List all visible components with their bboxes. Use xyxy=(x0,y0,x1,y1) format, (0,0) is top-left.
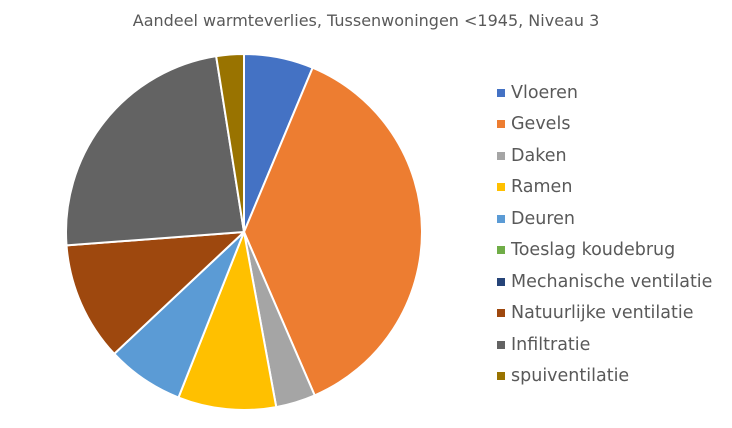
legend-swatch-infiltratie xyxy=(497,340,505,349)
legend-label-mechanische-ventilatie: Mechanische ventilatie xyxy=(511,271,713,292)
legend: Vloeren Gevels Daken Ramen Deuren Toeslag kou… xyxy=(497,77,712,392)
legend-swatch-vloeren xyxy=(497,88,505,97)
legend-swatch-natuurlijke-ventilatie xyxy=(497,309,505,318)
legend-label-infiltratie: Infiltratie xyxy=(511,334,591,355)
legend-item-gevels: Gevels xyxy=(497,109,712,141)
legend-swatch-mechanische-ventilatie xyxy=(497,277,505,286)
legend-swatch-ramen xyxy=(497,183,505,192)
legend-label-vloeren: Vloeren xyxy=(511,82,578,103)
legend-item-daken: Daken xyxy=(497,140,712,172)
legend-item-spuiventilatie: spuiventilatie xyxy=(497,361,712,393)
legend-swatch-deuren xyxy=(497,214,505,223)
legend-swatch-daken xyxy=(497,151,505,160)
legend-swatch-gevels xyxy=(497,120,505,129)
legend-item-ramen: Ramen xyxy=(497,172,712,204)
legend-label-deuren: Deuren xyxy=(511,208,576,229)
legend-label-ramen: Ramen xyxy=(511,177,573,198)
legend-item-deuren: Deuren xyxy=(497,203,712,235)
legend-label-gevels: Gevels xyxy=(511,114,571,135)
legend-item-toeslag-koudebrug: Toeslag koudebrug xyxy=(497,235,712,267)
legend-swatch-toeslag-koudebrug xyxy=(497,246,505,255)
pie-slice-gevels xyxy=(243,66,423,397)
pie-slice-infiltratie xyxy=(65,55,245,247)
legend-item-vloeren: Vloeren xyxy=(497,77,712,109)
pie-slice-natuurlijke-ventilatie xyxy=(65,231,245,355)
legend-label-toeslag-koudebrug: Toeslag koudebrug xyxy=(511,240,676,261)
legend-label-spuiventilatie: spuiventilatie xyxy=(511,366,630,387)
legend-label-natuurlijke-ventilatie: Natuurlijke ventilatie xyxy=(511,303,694,324)
legend-label-daken: Daken xyxy=(511,145,567,166)
pie-slice-ramen xyxy=(177,231,278,411)
legend-swatch-spuiventilatie xyxy=(497,372,505,381)
legend-item-natuurlijke-ventilatie: Natuurlijke ventilatie xyxy=(497,298,712,330)
pie-slice-spuiventilatie xyxy=(215,53,245,233)
legend-item-mechanische-ventilatie: Mechanische ventilatie xyxy=(497,266,712,298)
legend-item-infiltratie: Infiltratie xyxy=(497,329,712,361)
chart-title: Aandeel warmteverlies, Tussenwoningen <1… xyxy=(132,11,600,30)
